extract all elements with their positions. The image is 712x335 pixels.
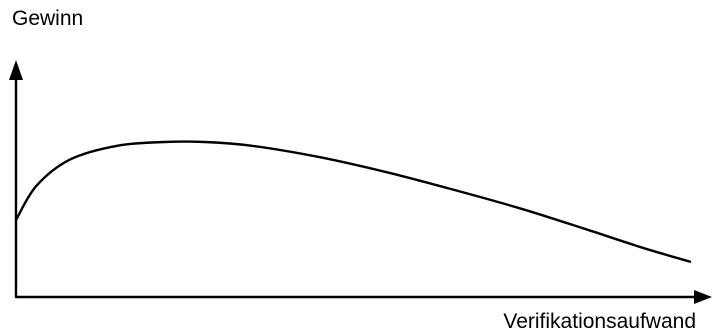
profit-curve [14, 140, 692, 263]
x-axis-label: Verifikationsaufwand [503, 310, 696, 333]
axes [9, 60, 712, 304]
x-axis-arrow [694, 290, 712, 304]
y-axis-arrow [9, 60, 23, 80]
y-axis-label: Gewinn [12, 7, 84, 30]
